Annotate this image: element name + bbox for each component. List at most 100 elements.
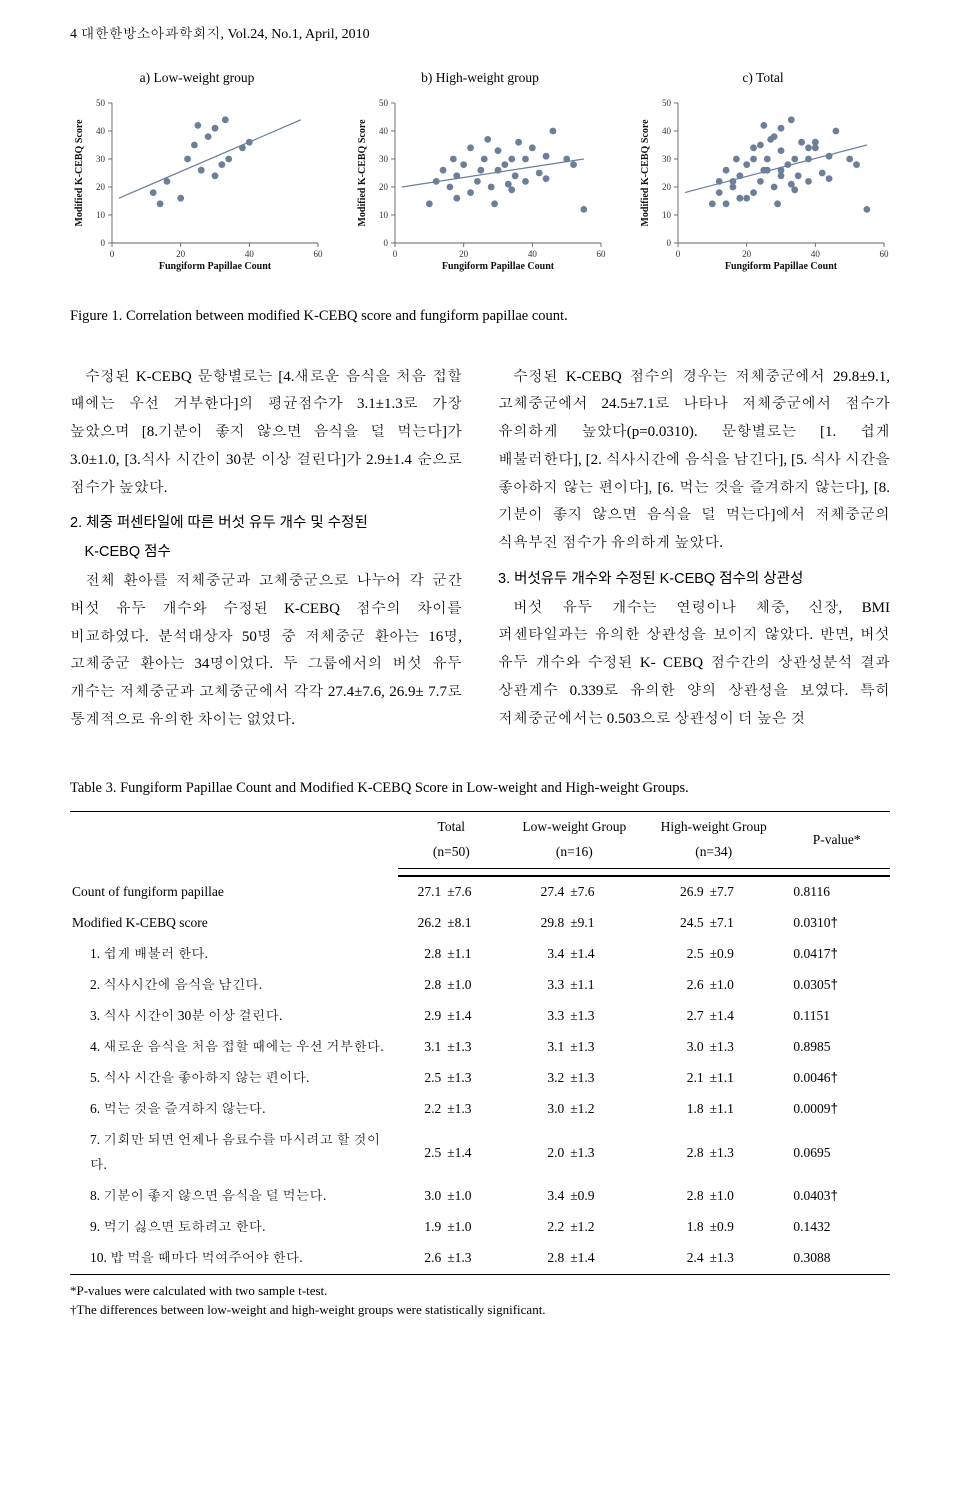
svg-text:20: 20 [379,182,389,192]
svg-text:0: 0 [667,238,672,248]
page: 4 대한한방소아과학회지, Vol.24, No.1, April, 2010 … [0,0,960,1380]
row-label: Count of fungiform papillae [70,876,398,908]
cell: ±1.4 [570,1243,644,1274]
cell: ±9.1 [570,908,644,939]
svg-text:20: 20 [662,182,672,192]
cell: ±0.9 [570,1181,644,1212]
cell: ±1.0 [447,1181,504,1212]
svg-text:40: 40 [379,126,389,136]
table-row: Modified K-CEBQ score26.2±8.129.8±9.124.… [70,908,890,939]
cell-p: 0.0305† [783,970,890,1001]
table-body: Count of fungiform papillae27.1±7.627.4±… [70,876,890,1274]
svg-text:40: 40 [96,126,106,136]
section-head: 3. 버섯유두 개수와 수정된 K-CEBQ 점수의 상관성 [498,566,890,593]
row-label: 6. 먹는 것을 즐겨하지 않는다. [70,1094,398,1125]
svg-text:Modified K-CEBQ Score: Modified K-CEBQ Score [640,119,651,227]
svg-text:Fungiform Papillae Count: Fungiform Papillae Count [442,261,555,272]
cell: 2.8 [505,1243,571,1274]
svg-text:0: 0 [384,238,389,248]
cell: ±1.0 [447,1212,504,1243]
svg-text:0: 0 [676,249,681,259]
cell: 3.2 [505,1063,571,1094]
table-head: Total(n=50) Low-weight Group(n=16) High-… [70,812,890,876]
cell: ±1.3 [710,1243,784,1274]
cell: 3.0 [398,1181,447,1212]
panel-title: b) High-weight group [421,66,539,91]
cell: 1.8 [644,1094,710,1125]
cell: ±1.4 [570,939,644,970]
cell-p: 0.0695 [783,1125,890,1181]
svg-text:Modified K-CEBQ Score: Modified K-CEBQ Score [74,119,85,227]
cell: 3.1 [398,1032,447,1063]
table-row: 9. 먹기 싫으면 토하려고 한다.1.9±1.02.2±1.21.8±0.90… [70,1212,890,1243]
table-row: 5. 식사 시간을 좋아하지 않는 편이다.2.5±1.33.2±1.32.1±… [70,1063,890,1094]
svg-text:10: 10 [662,210,672,220]
cell: 1.8 [644,1212,710,1243]
svg-text:Modified K-CEBQ Score: Modified K-CEBQ Score [357,119,368,227]
svg-text:30: 30 [96,154,106,164]
svg-text:60: 60 [597,249,607,259]
cell: ±1.1 [710,1094,784,1125]
cell: ±1.4 [447,1001,504,1032]
table-caption: Table 3. Fungiform Papillae Count and Mo… [70,775,890,802]
cell: 2.2 [398,1094,447,1125]
section-head: 2. 체중 퍼센타일에 따른 버섯 유두 개수 및 수정된 [70,510,462,537]
cell: 2.5 [644,939,710,970]
table-row: 10. 밥 먹을 때마다 먹여주어야 한다.2.6±1.32.8±1.42.4±… [70,1243,890,1274]
cell: ±1.3 [447,1094,504,1125]
cell: ±0.9 [710,939,784,970]
scatter-chart: 010203040500204060Modified K-CEBQ ScoreF… [70,97,324,275]
cell: ±7.7 [710,876,784,908]
row-label: 3. 식사 시간이 30분 이상 걸린다. [70,1001,398,1032]
svg-text:30: 30 [379,154,389,164]
figure-row: a) Low-weight group010203040500204060Mod… [70,66,890,275]
svg-text:60: 60 [880,249,890,259]
cell: 2.6 [644,970,710,1001]
cell-p: 0.8985 [783,1032,890,1063]
svg-text:60: 60 [314,249,324,259]
table: Total(n=50) Low-weight Group(n=16) High-… [70,811,890,1275]
svg-text:20: 20 [96,182,106,192]
paragraph: 전체 환아를 저체중군과 고체중군으로 나누어 각 군간 버섯 유두 개수와 수… [70,568,462,735]
cell: 2.5 [398,1063,447,1094]
cell: ±8.1 [447,908,504,939]
cell-p: 0.3088 [783,1243,890,1274]
table-row: 2. 식사시간에 음식을 남긴다.2.8±1.03.3±1.12.6±1.00.… [70,970,890,1001]
svg-text:20: 20 [742,249,752,259]
cell: ±7.6 [570,876,644,908]
footnote: *P-values were calculated with two sampl… [70,1281,890,1301]
cell: 1.9 [398,1212,447,1243]
svg-text:50: 50 [379,98,389,108]
svg-text:40: 40 [662,126,672,136]
row-label: 7. 기회만 되면 언제나 음료수를 마시려고 할 것이다. [70,1125,398,1181]
cell: 3.0 [644,1032,710,1063]
cell: ±1.0 [710,970,784,1001]
svg-text:10: 10 [379,210,389,220]
cell: ±1.3 [570,1063,644,1094]
cell-p: 0.0310† [783,908,890,939]
table-footnotes: *P-values were calculated with two sampl… [70,1281,890,1320]
body-text: 수정된 K-CEBQ 문항별로는 [4.새로운 음식을 처음 접할 때에는 우선… [70,364,890,735]
scatter-chart: 010203040500204060Modified K-CEBQ ScoreF… [636,97,890,275]
svg-text:40: 40 [811,249,821,259]
col-head-p: P-value* [783,812,890,869]
cell: ±1.3 [710,1032,784,1063]
cell: 2.0 [505,1125,571,1181]
paragraph: 수정된 K-CEBQ 점수의 경우는 저체중군에서 29.8±9.1, 고체중군… [498,364,890,558]
running-head: 4 대한한방소아과학회지, Vol.24, No.1, April, 2010 [70,22,890,48]
row-label: 9. 먹기 싫으면 토하려고 한다. [70,1212,398,1243]
cell: 2.7 [644,1001,710,1032]
cell-p: 0.0009† [783,1094,890,1125]
svg-text:40: 40 [528,249,538,259]
cell: ±1.3 [710,1125,784,1181]
cell: ±1.4 [710,1001,784,1032]
cell: ±0.9 [710,1212,784,1243]
svg-text:20: 20 [459,249,469,259]
footnote: †The differences between low-weight and … [70,1300,890,1320]
cell: ±1.2 [570,1094,644,1125]
row-label: 2. 식사시간에 음식을 남긴다. [70,970,398,1001]
paragraph: 버섯 유두 개수는 연령이나 체중, 신장, BMI 퍼센타일과는 유의한 상관… [498,595,890,734]
svg-text:50: 50 [662,98,672,108]
cell: 24.5 [644,908,710,939]
cell-p: 0.1151 [783,1001,890,1032]
